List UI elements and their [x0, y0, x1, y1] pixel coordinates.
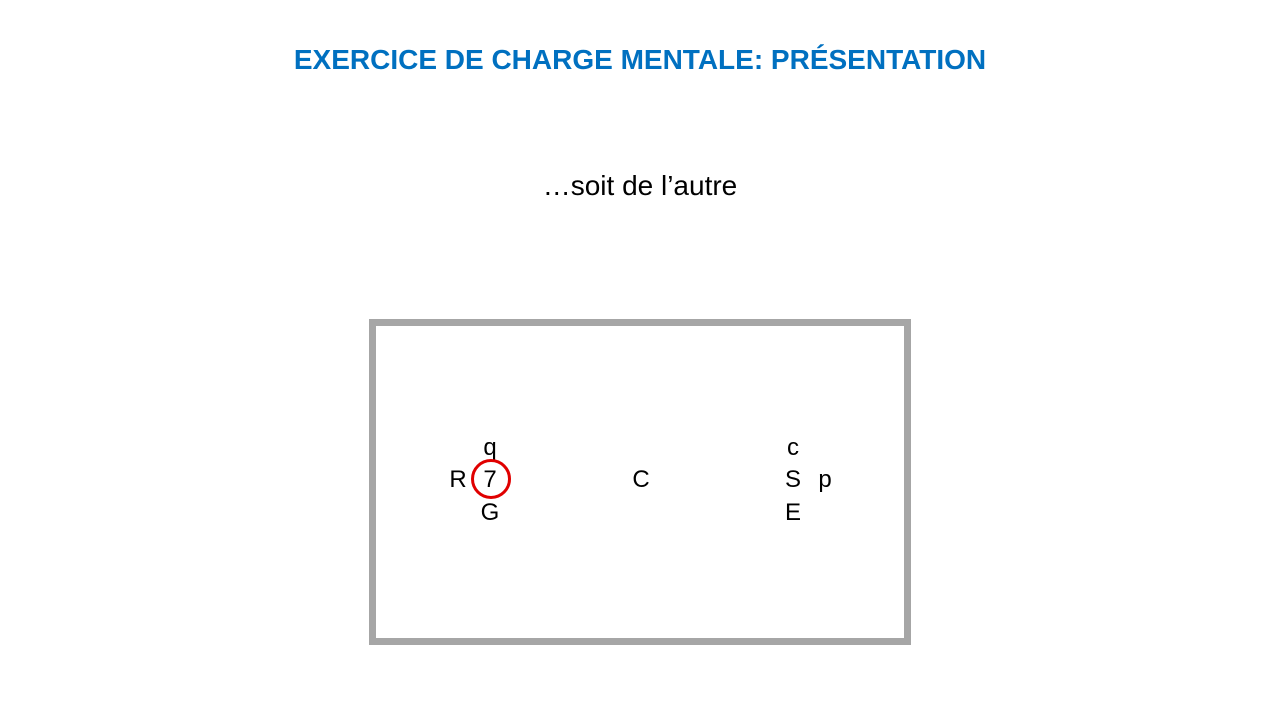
highlight-circle: [471, 459, 511, 499]
left-cluster-left-letter: R: [449, 466, 467, 493]
middle-letter: C: [632, 466, 650, 493]
right-cluster-right-letter: p: [818, 466, 832, 493]
left-cluster-top-letter: q: [483, 434, 497, 461]
slide-title: EXERCICE DE CHARGE MENTALE: PRÉSENTATION: [293, 44, 987, 75]
right-cluster-top-letter: c: [787, 434, 799, 461]
right-cluster-center-letter: S: [784, 466, 801, 493]
left-cluster-bottom-letter: G: [480, 499, 500, 526]
slide-subtitle: …soit de l’autre: [542, 170, 738, 201]
stimulus-frame: [369, 319, 911, 645]
right-cluster-bottom-letter: E: [784, 499, 801, 526]
